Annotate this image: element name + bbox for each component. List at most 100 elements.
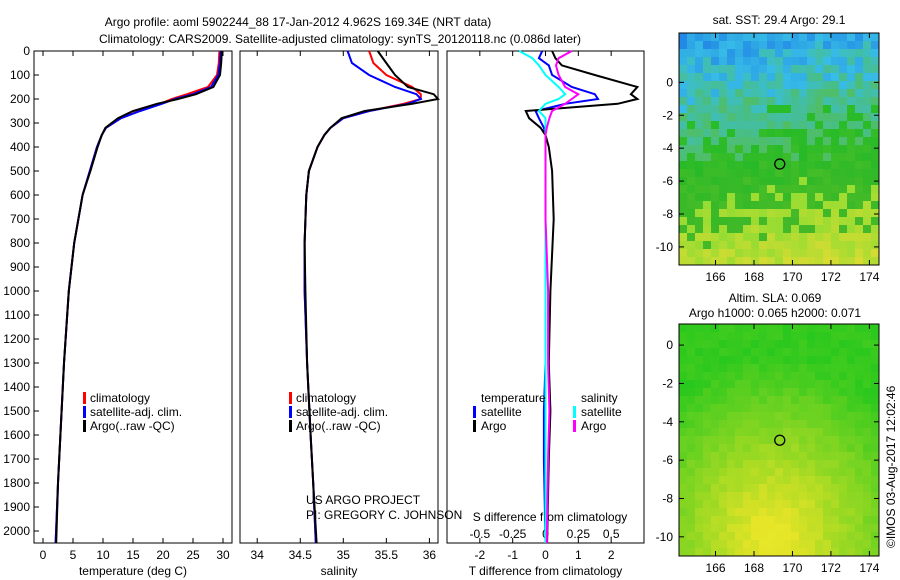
map-cell xyxy=(711,452,719,460)
map-cell xyxy=(831,468,839,476)
map-cell xyxy=(743,105,751,113)
map-cell xyxy=(831,33,839,41)
map-cell xyxy=(871,161,879,169)
map-cell xyxy=(791,332,799,340)
map-cell xyxy=(703,396,711,404)
map-cell xyxy=(695,468,703,476)
map-cell xyxy=(719,177,727,185)
map-cell xyxy=(799,217,807,225)
map-cell xyxy=(871,364,879,372)
map-cell xyxy=(823,185,831,193)
map-cell xyxy=(711,225,719,233)
map-cell xyxy=(735,169,743,177)
map-cell xyxy=(727,420,735,428)
map-cell xyxy=(711,49,719,57)
map-cell xyxy=(775,193,783,201)
map-cell xyxy=(719,380,727,388)
map-cell xyxy=(751,113,759,121)
map-cell xyxy=(783,364,791,372)
map-cell xyxy=(799,516,807,524)
map-cell xyxy=(751,500,759,508)
map-cell xyxy=(679,209,687,217)
legend-label: climatology xyxy=(296,391,356,405)
map-cell xyxy=(711,41,719,49)
map-cell xyxy=(711,105,719,113)
map-cell xyxy=(775,468,783,476)
map-cell xyxy=(695,500,703,508)
legend-swatch xyxy=(83,392,86,404)
map-cell xyxy=(719,105,727,113)
map-cell xyxy=(823,428,831,436)
map-y-tick-label: -6 xyxy=(662,453,673,467)
map-cell xyxy=(751,348,759,356)
map-cell xyxy=(687,241,695,249)
map-cell xyxy=(679,324,687,332)
map-cell xyxy=(751,145,759,153)
map-cell xyxy=(703,348,711,356)
map-cell xyxy=(703,169,711,177)
map-cell xyxy=(751,484,759,492)
map-cell xyxy=(775,121,783,129)
map-cell xyxy=(807,201,815,209)
map-cell xyxy=(823,396,831,404)
series-line-satellite-adj. xyxy=(54,50,222,544)
map-cell xyxy=(791,161,799,169)
map-cell xyxy=(783,332,791,340)
map-cell xyxy=(775,201,783,209)
map-cell xyxy=(759,97,767,105)
map-cell xyxy=(775,444,783,452)
legend-swatch xyxy=(83,406,86,418)
map-cell xyxy=(679,540,687,548)
map-cell xyxy=(847,436,855,444)
x-tick-label: 2 xyxy=(608,548,615,562)
map-cell xyxy=(759,113,767,121)
map-cell xyxy=(831,41,839,49)
map-cell xyxy=(759,177,767,185)
map-cell xyxy=(743,185,751,193)
map-cell xyxy=(871,468,879,476)
map-cell xyxy=(679,332,687,340)
map-cell xyxy=(727,460,735,468)
map-cell xyxy=(727,332,735,340)
legend-label: satellite xyxy=(581,405,622,419)
map-cell xyxy=(863,348,871,356)
map-cell xyxy=(735,129,743,137)
map-cell xyxy=(719,412,727,420)
map-cell xyxy=(791,113,799,121)
map-cell xyxy=(775,388,783,396)
map-cell xyxy=(807,540,815,548)
map-cell xyxy=(871,540,879,548)
map-cell xyxy=(807,209,815,217)
map-cell xyxy=(839,332,847,340)
map-cell xyxy=(711,492,719,500)
map-cell xyxy=(711,193,719,201)
map-cell xyxy=(719,153,727,161)
map-cell xyxy=(759,524,767,532)
map-cell xyxy=(711,169,719,177)
map-cell xyxy=(751,332,759,340)
map-cell xyxy=(759,396,767,404)
map-cell xyxy=(743,169,751,177)
map-cell xyxy=(743,41,751,49)
map-cell xyxy=(799,364,807,372)
map-cell xyxy=(759,532,767,540)
map-x-tick-label: 172 xyxy=(821,561,841,575)
map-cell xyxy=(783,97,791,105)
map-cell xyxy=(815,241,823,249)
map-cell xyxy=(679,161,687,169)
map-cell xyxy=(783,396,791,404)
map-cell xyxy=(687,225,695,233)
map-cell xyxy=(727,177,735,185)
map-cell xyxy=(695,209,703,217)
map-cell xyxy=(839,396,847,404)
map-cell xyxy=(759,516,767,524)
map-cell xyxy=(743,516,751,524)
series-line-satellite-adj. xyxy=(303,50,423,544)
map-cell xyxy=(775,185,783,193)
map-cell xyxy=(759,105,767,113)
map-cell xyxy=(847,548,855,556)
map-cell xyxy=(759,324,767,332)
map-cell xyxy=(743,332,751,340)
map-cell xyxy=(783,185,791,193)
map-cell xyxy=(863,217,871,225)
